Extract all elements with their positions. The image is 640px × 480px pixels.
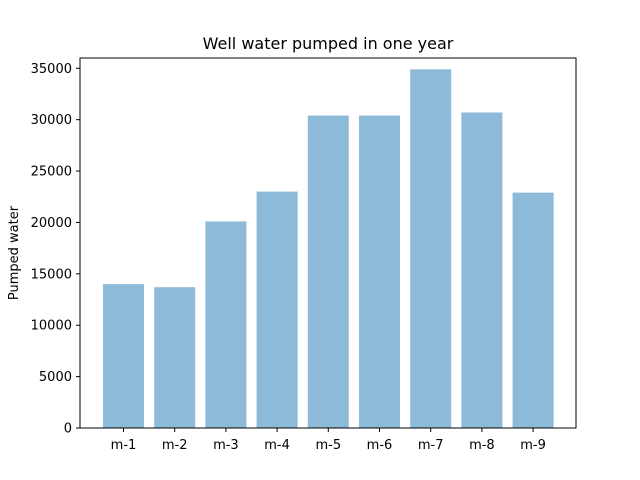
- y-tick-label: 0: [64, 422, 72, 437]
- y-tick-label: 30000: [31, 113, 72, 128]
- x-tick-label-m-4: m-4: [264, 438, 290, 453]
- x-tick-label-m-3: m-3: [213, 438, 239, 453]
- bar-m-7: [410, 69, 452, 428]
- x-tick-label-m-9: m-9: [520, 438, 546, 453]
- y-axis-ticks: 0 5000 10000 15000 20000 25000 30000 35000: [31, 62, 80, 437]
- y-tick-label: 15000: [31, 267, 72, 282]
- y-tick-label: 20000: [31, 216, 72, 231]
- bars-group: [103, 69, 554, 428]
- bar-m-9: [512, 192, 554, 428]
- y-tick-label: 10000: [31, 319, 72, 334]
- x-tick-label-m-8: m-8: [469, 438, 495, 453]
- x-tick-label-m-5: m-5: [315, 438, 341, 453]
- plot-area-frame: [79, 57, 577, 429]
- chart-title: Well water pumped in one year: [203, 34, 454, 53]
- y-tick-label: 5000: [39, 370, 72, 385]
- bar-m-2: [154, 287, 196, 428]
- x-tick-label-m-6: m-6: [367, 438, 393, 453]
- y-tick-label: 35000: [31, 62, 72, 77]
- bar-m-5: [307, 115, 349, 428]
- bar-m-8: [461, 112, 503, 428]
- x-tick-label-m-1: m-1: [111, 438, 137, 453]
- x-axis-ticks: m-1 m-2 m-3 m-4 m-5 m-6 m-7 m-8 m-9: [111, 428, 546, 453]
- bar-m-1: [103, 284, 144, 428]
- bar-m-6: [359, 115, 400, 428]
- x-tick-label-m-2: m-2: [162, 438, 188, 453]
- bar-m-3: [205, 221, 247, 428]
- bar-m-4: [256, 191, 298, 428]
- y-axis-label: Pumped water: [7, 205, 22, 300]
- x-tick-label-m-7: m-7: [418, 438, 444, 453]
- y-tick-label: 25000: [31, 165, 72, 180]
